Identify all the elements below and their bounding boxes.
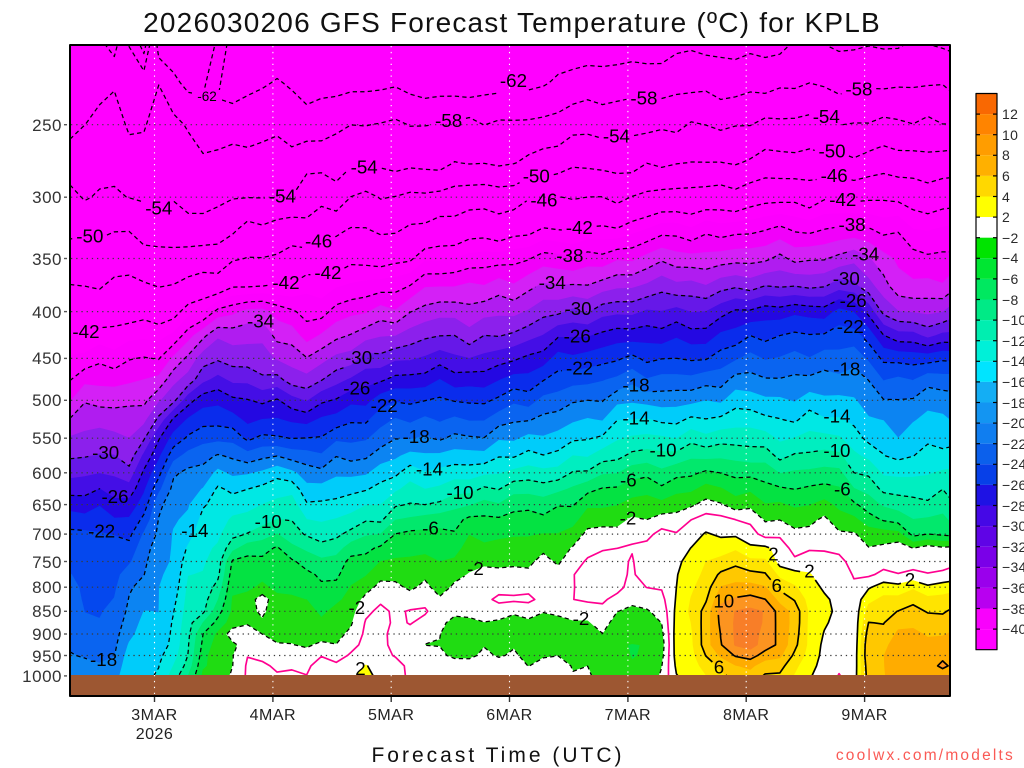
- svg-text:-46: -46: [305, 231, 332, 252]
- svg-text:-34: -34: [539, 272, 566, 293]
- svg-text:-14: -14: [823, 405, 850, 426]
- svg-text:-46: -46: [821, 165, 848, 186]
- svg-text:2: 2: [804, 561, 814, 582]
- svg-text:-30: -30: [345, 347, 372, 368]
- svg-text:-30: -30: [833, 268, 860, 289]
- svg-text:-22: -22: [371, 395, 398, 416]
- svg-text:-42: -42: [72, 321, 99, 342]
- svg-text:-6: -6: [422, 517, 439, 538]
- svg-text:-34: -34: [852, 244, 879, 265]
- svg-text:-30: -30: [565, 298, 592, 319]
- svg-text:-18: -18: [833, 359, 860, 380]
- svg-text:-34: -34: [247, 311, 274, 332]
- svg-text:-22: -22: [837, 316, 864, 337]
- svg-text:-6: -6: [834, 479, 851, 500]
- svg-text:-62: -62: [500, 70, 527, 91]
- svg-text:-58: -58: [435, 110, 462, 131]
- svg-text:-38: -38: [839, 214, 866, 235]
- svg-text:-30: -30: [92, 442, 119, 463]
- svg-text:6: 6: [714, 656, 724, 677]
- svg-text:-42: -42: [566, 217, 593, 238]
- svg-text:-22: -22: [566, 357, 593, 378]
- svg-text:-38: -38: [556, 245, 583, 266]
- svg-text:-42: -42: [314, 262, 341, 283]
- svg-text:-2: -2: [348, 597, 365, 618]
- svg-text:10: 10: [713, 591, 734, 612]
- svg-text:-62: -62: [197, 89, 217, 104]
- svg-text:-18: -18: [90, 649, 117, 670]
- svg-text:-50: -50: [76, 226, 103, 247]
- svg-text:-10: -10: [823, 440, 850, 461]
- svg-text:-58: -58: [845, 79, 872, 100]
- svg-text:-10: -10: [255, 511, 282, 532]
- svg-text:-54: -54: [351, 156, 378, 177]
- svg-text:-50: -50: [819, 141, 846, 162]
- svg-text:-14: -14: [622, 407, 649, 428]
- svg-text:-54: -54: [813, 106, 840, 127]
- svg-text:-54: -54: [145, 198, 172, 219]
- svg-text:-10: -10: [446, 482, 473, 503]
- svg-text:-2: -2: [573, 608, 590, 629]
- svg-text:-14: -14: [181, 520, 208, 541]
- svg-text:-18: -18: [622, 375, 649, 396]
- svg-text:-6: -6: [620, 470, 637, 491]
- svg-text:2: 2: [905, 569, 915, 590]
- svg-text:-54: -54: [603, 125, 630, 146]
- svg-text:-58: -58: [630, 87, 657, 108]
- svg-text:-18: -18: [403, 426, 430, 447]
- svg-text:-26: -26: [840, 290, 867, 311]
- svg-text:-2: -2: [467, 558, 484, 579]
- svg-text:-2: -2: [620, 507, 637, 528]
- svg-text:-26: -26: [564, 325, 591, 346]
- svg-text:-14: -14: [416, 458, 443, 479]
- svg-text:2: 2: [355, 658, 365, 679]
- svg-text:-26: -26: [343, 377, 370, 398]
- svg-text:-46: -46: [530, 189, 557, 210]
- svg-text:6: 6: [771, 575, 781, 596]
- svg-text:-10: -10: [650, 440, 677, 461]
- svg-text:-22: -22: [88, 521, 115, 542]
- svg-text:-50: -50: [523, 165, 550, 186]
- svg-text:-42: -42: [272, 272, 299, 293]
- svg-text:-42: -42: [829, 189, 856, 210]
- svg-text:2: 2: [768, 543, 778, 564]
- svg-text:-26: -26: [101, 486, 128, 507]
- svg-text:-54: -54: [269, 186, 296, 207]
